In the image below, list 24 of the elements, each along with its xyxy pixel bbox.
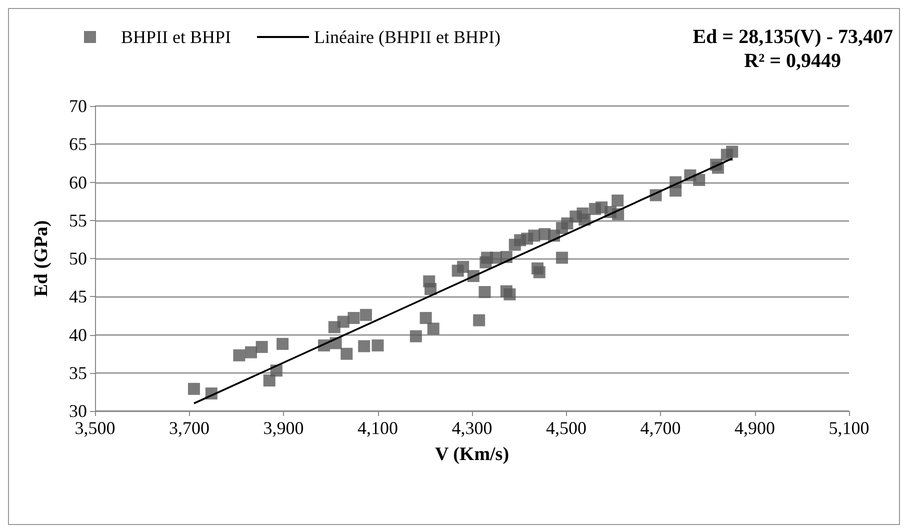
y-tick-label: 70: [69, 96, 87, 116]
legend-label: Linéaire (BHPII et BHPI): [314, 27, 500, 47]
x-axis-title: V (Km/s): [434, 444, 510, 465]
x-tick-label: 4,900: [734, 418, 775, 438]
legend-label: BHPII et BHPI: [121, 27, 232, 47]
y-tick-label: 50: [69, 248, 87, 268]
y-tick-label: 45: [69, 286, 87, 307]
y-tick-label: 30: [69, 401, 87, 421]
x-tick-label: 4,500: [546, 418, 586, 438]
text: Ed = 28,135(V) - 73,407: [692, 26, 894, 48]
x-tick-label: 4,700: [640, 418, 681, 438]
y-tick-label: 60: [69, 172, 87, 192]
x-tick-label: 5,100: [828, 418, 870, 438]
text: R² = 0,9449: [744, 50, 842, 72]
y-tick-label: 55: [69, 210, 87, 230]
y-axis-title: Ed (GPa): [31, 220, 52, 297]
y-tick-label: 40: [69, 324, 87, 345]
x-tick-label: 4,300: [452, 418, 492, 438]
x-tick-label: 3,700: [169, 418, 210, 438]
y-tick-label: 65: [69, 134, 87, 154]
x-tick-label: 3,500: [74, 418, 116, 438]
x-tick-label: 3,900: [263, 418, 304, 438]
y-tick-label: 35: [69, 362, 87, 383]
x-tick-label: 4,100: [358, 418, 398, 438]
